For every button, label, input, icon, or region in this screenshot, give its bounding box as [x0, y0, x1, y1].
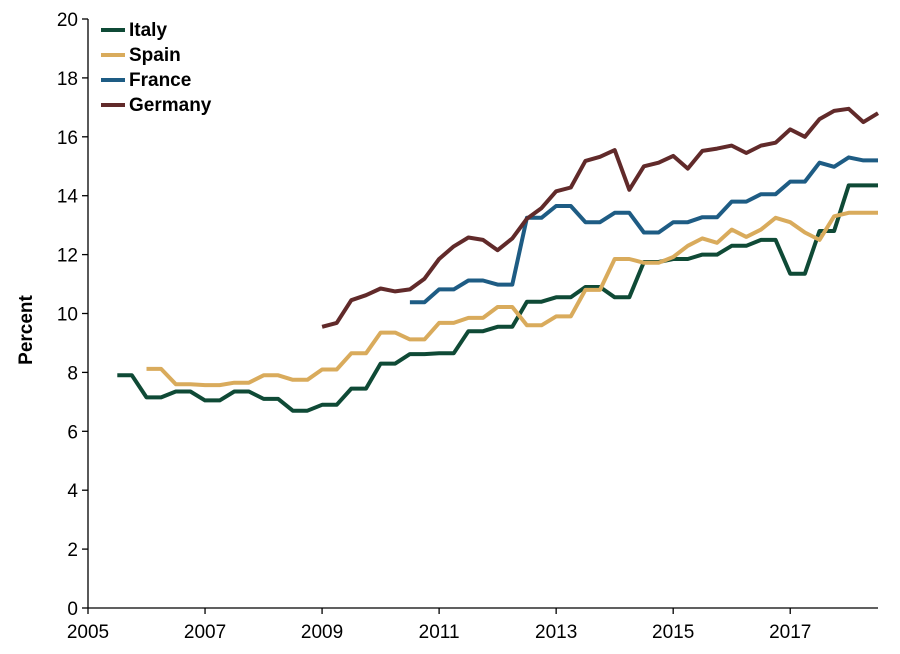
x-tick-label: 2015: [652, 622, 694, 643]
series-line-italy: [117, 183, 878, 413]
series-line-spain: [146, 210, 878, 388]
y-tick-label: 14: [57, 187, 79, 208]
y-tick-label: 8: [67, 363, 78, 384]
legend-label-germany: Germany: [129, 95, 212, 116]
x-axis-ticks: 2005 2007 2009 2011 2013 2015 2017: [67, 608, 811, 643]
y-axis-title: Percent: [16, 294, 37, 364]
x-tick-label: 2007: [184, 622, 226, 643]
y-axis-ticks: 0 2 4 6 8 10 12 14 16 18 20: [57, 10, 88, 620]
x-tick-label: 2013: [535, 622, 577, 643]
series-line-germany: [321, 106, 880, 329]
x-tick-label: 2005: [67, 622, 109, 643]
series-lines: [117, 106, 880, 413]
y-tick-label: 6: [67, 422, 78, 443]
y-tick-label: 4: [67, 481, 78, 502]
x-tick-label: 2017: [769, 622, 811, 643]
y-tick-label: 10: [57, 305, 78, 326]
y-tick-label: 12: [57, 246, 78, 267]
y-tick-label: 2: [67, 540, 78, 561]
legend-label-spain: Spain: [129, 45, 181, 66]
legend: Italy Spain France Germany: [101, 20, 212, 116]
series-line-france: [409, 155, 878, 305]
x-tick-label: 2011: [419, 622, 460, 643]
y-tick-label: 16: [57, 128, 78, 149]
legend-label-italy: Italy: [129, 20, 167, 41]
legend-label-france: France: [129, 70, 191, 91]
x-tick-label: 2009: [301, 622, 343, 643]
y-tick-label: 18: [57, 69, 78, 90]
y-tick-label: 0: [67, 599, 78, 620]
y-tick-label: 20: [57, 10, 78, 31]
